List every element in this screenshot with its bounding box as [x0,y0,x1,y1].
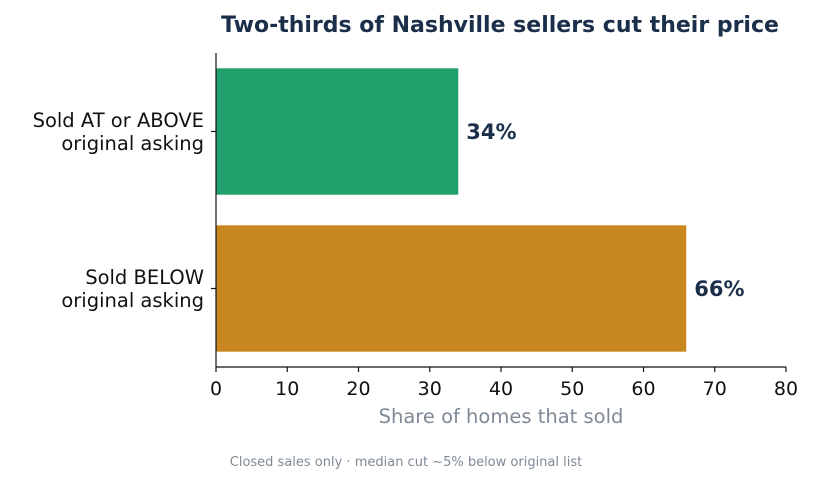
x-axis: 0 10 20 30 40 50 60 70 80 [210,366,798,400]
x-tick-label-30: 30 [418,378,442,400]
x-tick-label-40: 40 [489,378,513,400]
x-tick-label-60: 60 [631,378,655,400]
x-tick-label-80: 80 [774,378,798,400]
category-label-1: Sold AT or ABOVE original asking [33,109,204,155]
bars-group: 34% 66% [216,68,745,352]
x-tick-label-10: 10 [275,378,299,400]
bar-2 [216,225,687,352]
x-tick-label-20: 20 [346,378,370,400]
x-tick-label-70: 70 [703,378,727,400]
bar-1 [216,68,459,195]
category-label-2: Sold BELOW original asking [61,266,204,312]
chart-title: Two-thirds of Nashville sellers cut thei… [221,13,779,38]
x-axis-label: Share of homes that sold [379,405,624,428]
y-axis: Sold AT or ABOVE original asking Sold BELO… [33,53,217,367]
data-label-1: 34% [466,120,516,144]
footnote: Closed sales only · median cut ~5% below… [230,455,582,470]
data-label-2: 66% [694,277,744,301]
x-tick-label-50: 50 [560,378,584,400]
x-tick-label-0: 0 [210,378,222,400]
